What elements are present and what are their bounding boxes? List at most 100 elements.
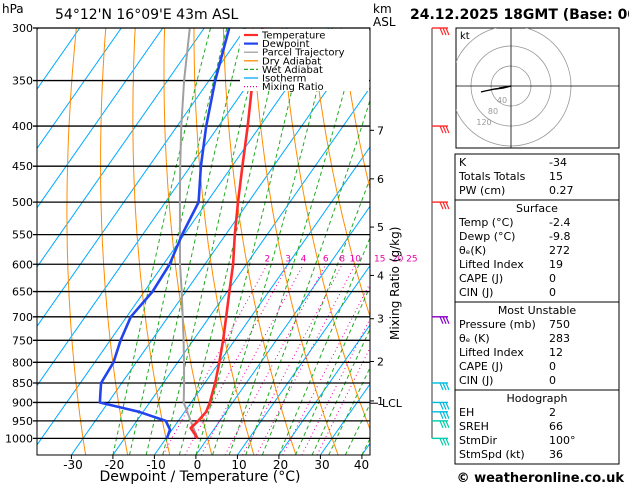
index-label: CAPE (J) <box>459 272 503 285</box>
pressure-tick-label: 900 <box>12 396 33 409</box>
pressure-tick-label: 950 <box>12 415 33 428</box>
index-label: Lifted Index <box>459 346 524 359</box>
index-value: -2.4 <box>549 216 570 229</box>
index-value: 0 <box>549 272 556 285</box>
index-value: 36 <box>549 448 563 461</box>
index-label: StmDir <box>459 434 498 447</box>
height-tick-label: 7 <box>377 124 384 137</box>
index-label: CAPE (J) <box>459 360 503 373</box>
pressure-tick-label: 500 <box>12 196 33 209</box>
barb-flag <box>443 412 446 419</box>
mixing-ratio-label: 6 <box>323 254 329 264</box>
y-axis-title: Mixing Ratio (g/kg) <box>388 227 402 340</box>
index-label: SREH <box>459 420 489 433</box>
mixing-ratio-label: 15 <box>374 254 385 264</box>
pressure-axis: 3003504004505005506006507007508008509009… <box>5 22 33 445</box>
wind-barb <box>432 383 449 390</box>
barb-flag <box>440 383 443 390</box>
barb-flag <box>440 202 443 209</box>
barb-flag <box>440 126 443 133</box>
mixing-ratio-label: 3 <box>285 254 291 264</box>
barb-flag <box>443 202 446 209</box>
temperature-tick-label: 30 <box>314 458 329 472</box>
barb-flag <box>443 421 446 428</box>
index-label: CIN (J) <box>459 374 493 387</box>
barb-flag <box>446 438 449 445</box>
index-value: 100° <box>549 434 576 447</box>
x-axis-title: Dewpoint / Temperature (°C) <box>100 469 301 485</box>
mixing-ratio-label: 4 <box>301 254 307 264</box>
wind-barb <box>432 412 449 419</box>
index-value: 19 <box>549 258 563 271</box>
index-label: θₑ(K) <box>459 244 486 257</box>
barb-flag <box>440 28 443 35</box>
indices-section-title: Surface <box>516 202 558 215</box>
barb-flag <box>443 402 446 409</box>
indices-section-title: Hodograph <box>507 392 568 405</box>
copyright: © weatheronline.co.uk <box>457 471 625 486</box>
index-value: 15 <box>549 170 563 183</box>
pressure-tick-label: 700 <box>12 311 33 324</box>
index-value: 283 <box>549 332 570 345</box>
index-label: Pressure (mb) <box>459 318 536 331</box>
temperature-tick-label: 40 <box>354 458 369 472</box>
barb-flag <box>446 28 449 35</box>
pressure-tick-label: 650 <box>12 286 33 299</box>
barb-flag <box>446 317 449 324</box>
barb-flag <box>443 126 446 133</box>
wind-barb <box>432 438 449 445</box>
index-label: EH <box>459 406 474 419</box>
index-label: StmSpd (kt) <box>459 448 525 461</box>
pressure-tick-label: 1000 <box>5 432 33 445</box>
index-label: θₑ (K) <box>459 332 490 345</box>
pressure-tick-label: 300 <box>12 22 33 35</box>
index-label: Totals Totals <box>458 170 526 183</box>
barb-flag <box>443 317 446 324</box>
height-tick-label: 6 <box>377 173 384 186</box>
height-tick-label: 2 <box>377 355 384 368</box>
hodograph-ring-label: 40 <box>497 96 507 105</box>
barb-flag <box>446 202 449 209</box>
indices-section-title: Most Unstable <box>498 304 577 317</box>
datetime-title: 24.12.2025 18GMT (Base: 00) <box>410 7 629 23</box>
pressure-tick-label: 750 <box>12 334 33 347</box>
index-value: -9.8 <box>549 230 570 243</box>
hodograph-ring-label: 80 <box>488 107 498 116</box>
barb-flag <box>446 126 449 133</box>
wind-barb <box>432 28 449 35</box>
index-value: 12 <box>549 346 563 359</box>
index-value: 0 <box>549 360 556 373</box>
wind-barb <box>432 126 449 133</box>
pressure-tick-label: 550 <box>12 229 33 242</box>
pressure-tick-label: 850 <box>12 377 33 390</box>
asl-label: ASL <box>373 15 396 29</box>
pressure-tick-label: 400 <box>12 120 33 133</box>
index-value: 0.27 <box>549 184 574 197</box>
wind-barb <box>432 317 449 324</box>
mixing-ratio-label: 2 <box>264 254 270 264</box>
wind-barb <box>432 202 449 209</box>
barb-flag <box>443 383 446 390</box>
index-label: Lifted Index <box>459 258 524 271</box>
index-value: 0 <box>549 374 556 387</box>
height-tick-label: 4 <box>377 269 384 282</box>
barb-flag <box>446 421 449 428</box>
wind-barbs <box>432 28 449 445</box>
pressure-tick-label: 800 <box>12 356 33 369</box>
index-value: 66 <box>549 420 563 433</box>
barb-flag <box>446 402 449 409</box>
barb-flag <box>440 317 443 324</box>
lcl-label: LCL <box>382 397 403 410</box>
barb-flag <box>440 412 443 419</box>
mixing-ratio-label: 25 <box>406 254 417 264</box>
index-value: 272 <box>549 244 570 257</box>
index-label: Temp (°C) <box>458 216 514 229</box>
pressure-tick-label: 350 <box>12 75 33 88</box>
pressure-tick-label: 600 <box>12 258 33 271</box>
height-tick-label: 3 <box>377 313 384 326</box>
barb-flag <box>446 412 449 419</box>
index-label: Dewp (°C) <box>459 230 515 243</box>
